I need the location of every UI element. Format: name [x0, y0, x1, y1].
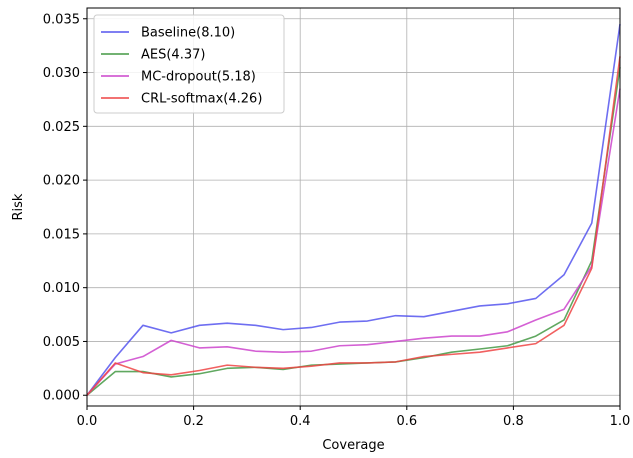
x-tick-label: 1.0 — [610, 414, 631, 429]
x-axis-label: Coverage — [322, 438, 384, 453]
x-tick-label: 0.6 — [396, 414, 417, 429]
y-tick-label: 0.005 — [43, 335, 80, 350]
x-tick-label: 0.4 — [290, 414, 311, 429]
legend-label: CRL-softmax(4.26) — [141, 92, 262, 107]
x-tick-label: 0.2 — [183, 414, 204, 429]
series-line — [86, 24, 621, 396]
y-tick-label: 0.025 — [43, 120, 80, 135]
legend-label: Baseline(8.10) — [141, 26, 235, 41]
y-axis-label: Risk — [11, 193, 26, 220]
y-tick-label: 0.015 — [43, 227, 80, 242]
y-tick-label: 0.020 — [43, 174, 80, 189]
y-axis: 0.000 0.005 0.010 0.015 0.020 0.025 0.030 0.035 — [43, 12, 87, 404]
x-tick-label: 0.8 — [503, 414, 524, 429]
x-axis: 0.0 0.2 0.4 0.6 0.8 1.0 — [77, 406, 631, 429]
legend-label: MC-dropout(5.18) — [141, 70, 256, 85]
legend: Baseline(8.10) AES(4.37) MC-dropout(5.18) C… — [93, 14, 285, 114]
y-tick-label: 0.010 — [43, 281, 80, 296]
plot-frame — [86, 7, 621, 407]
y-tick-label: 0.035 — [43, 12, 80, 27]
legend-box — [93, 14, 285, 114]
series-line — [86, 88, 621, 396]
y-tick-label: 0.030 — [43, 66, 80, 81]
x-tick-label: 0.0 — [77, 414, 98, 429]
series-line — [86, 56, 621, 396]
y-tick-label: 0.000 — [43, 389, 80, 404]
legend-label: AES(4.37) — [141, 48, 205, 63]
series-layer — [86, 24, 621, 396]
